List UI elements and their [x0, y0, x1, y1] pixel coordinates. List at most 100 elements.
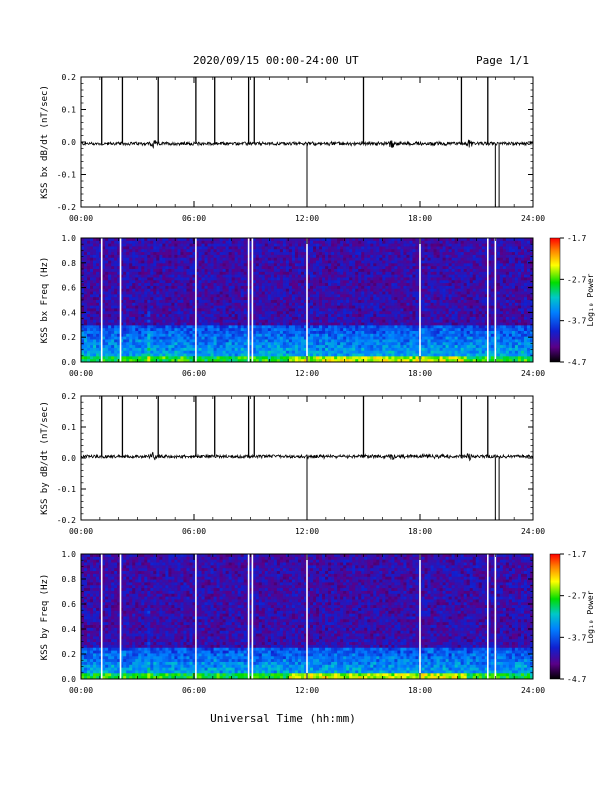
- heatmap-cell: [225, 283, 230, 287]
- heatmap-cell: [300, 243, 305, 247]
- heatmap-cell: [240, 325, 245, 329]
- heatmap-cell: [201, 252, 205, 256]
- heatmap-cell: [219, 350, 224, 354]
- heatmap-cell: [261, 336, 266, 340]
- heatmap-cell: [213, 283, 217, 287]
- heatmap-cell: [114, 297, 118, 301]
- heatmap-cell: [87, 336, 91, 340]
- heatmap-cell: [385, 238, 389, 242]
- heatmap-cell: [111, 280, 115, 284]
- heatmap-cell: [141, 249, 145, 253]
- heatmap-cell: [307, 294, 311, 298]
- heatmap-cell: [198, 314, 202, 318]
- heatmap-cell: [276, 336, 281, 340]
- heatmap-cell: [270, 252, 275, 256]
- heatmap-cell: [93, 240, 97, 245]
- heatmap-cell: [406, 328, 410, 332]
- heatmap-cell: [129, 252, 133, 256]
- heatmap-cell: [337, 314, 341, 318]
- heatmap-cell: [144, 345, 148, 349]
- heatmap-cell: [156, 246, 160, 250]
- heatmap-cell: [150, 353, 154, 357]
- heatmap-cell: [129, 285, 133, 290]
- heatmap-cell: [225, 302, 230, 307]
- heatmap-cell: [222, 333, 227, 338]
- heatmap-cell: [370, 331, 374, 335]
- heatmap-cell: [367, 316, 371, 321]
- heatmap-cell: [150, 319, 154, 323]
- heatmap-cell: [385, 316, 389, 321]
- heatmap-cell: [370, 263, 374, 267]
- heatmap-cell: [352, 243, 356, 247]
- heatmap-cell: [340, 283, 344, 287]
- heatmap-cell: [198, 325, 202, 329]
- heatmap-cell: [322, 274, 326, 278]
- heatmap-cell: [258, 283, 263, 287]
- heatmap-cell: [165, 277, 169, 281]
- heatmap-cell: [141, 283, 145, 287]
- heatmap-cell: [313, 333, 317, 338]
- heatmap-cell: [376, 308, 380, 312]
- heatmap-cell: [162, 280, 166, 284]
- heatmap-cell: [412, 238, 416, 242]
- heatmap-cell: [84, 342, 88, 346]
- heatmap-cell: [111, 243, 115, 247]
- heatmap-cell: [331, 325, 335, 329]
- heatmap-cell: [153, 297, 157, 301]
- heatmap-cell: [337, 263, 341, 267]
- heatmap-cell: [111, 288, 115, 292]
- heatmap-cell: [307, 308, 311, 312]
- heatmap-cell: [237, 283, 242, 287]
- heatmap-cell: [267, 280, 272, 284]
- heatmap-cell: [334, 350, 338, 354]
- heatmap-cell: [144, 271, 148, 276]
- heatmap-cell: [102, 291, 106, 295]
- heatmap-cell: [234, 280, 239, 284]
- heatmap-cell: [222, 271, 227, 276]
- heatmap-cell: [186, 249, 190, 253]
- heatmap-cell: [234, 331, 239, 335]
- heatmap-cell: [367, 285, 371, 290]
- heatmap-cell: [177, 347, 181, 352]
- heatmap-cell: [382, 294, 386, 298]
- heatmap-cell: [364, 269, 368, 273]
- heatmap-cell: [231, 311, 236, 315]
- heatmap-cell: [135, 240, 139, 245]
- heatmap-cell: [222, 328, 227, 332]
- heatmap-cell: [126, 345, 130, 349]
- heatmap-cell: [340, 291, 344, 295]
- heatmap-cell: [349, 322, 353, 326]
- heatmap-cell: [243, 277, 248, 281]
- heatmap-cell: [361, 339, 365, 343]
- heatmap-cell: [285, 288, 290, 292]
- heatmap-cell: [379, 328, 383, 332]
- heatmap-cell: [403, 291, 407, 295]
- heatmap-cell: [325, 305, 329, 309]
- heatmap-cell: [234, 269, 239, 273]
- heatmap-cell: [123, 291, 127, 295]
- heatmap-cell: [126, 263, 130, 267]
- heatmap-cell: [87, 260, 91, 264]
- heatmap-cell: [201, 325, 205, 329]
- heatmap-cell: [114, 294, 118, 298]
- heatmap-cell: [114, 331, 118, 335]
- heatmap-cell: [129, 314, 133, 318]
- heatmap-cell: [370, 314, 374, 318]
- heatmap-cell: [120, 300, 124, 304]
- heatmap-cell: [349, 291, 353, 295]
- heatmap-cell: [358, 266, 362, 270]
- heatmap-cell: [90, 353, 94, 357]
- heatmap-cell: [198, 294, 202, 298]
- heatmap-cell: [174, 325, 178, 329]
- heatmap-cell: [144, 359, 148, 363]
- heatmap-cell: [144, 243, 148, 247]
- heatmap-cell: [240, 328, 245, 332]
- heatmap-cell: [225, 294, 230, 298]
- heatmap-cell: [132, 246, 136, 250]
- heatmap-cell: [177, 300, 181, 304]
- heatmap-cell: [403, 325, 407, 329]
- heatmap-cell: [174, 294, 178, 298]
- heatmap-cell: [126, 269, 130, 273]
- heatmap-cell: [400, 257, 404, 261]
